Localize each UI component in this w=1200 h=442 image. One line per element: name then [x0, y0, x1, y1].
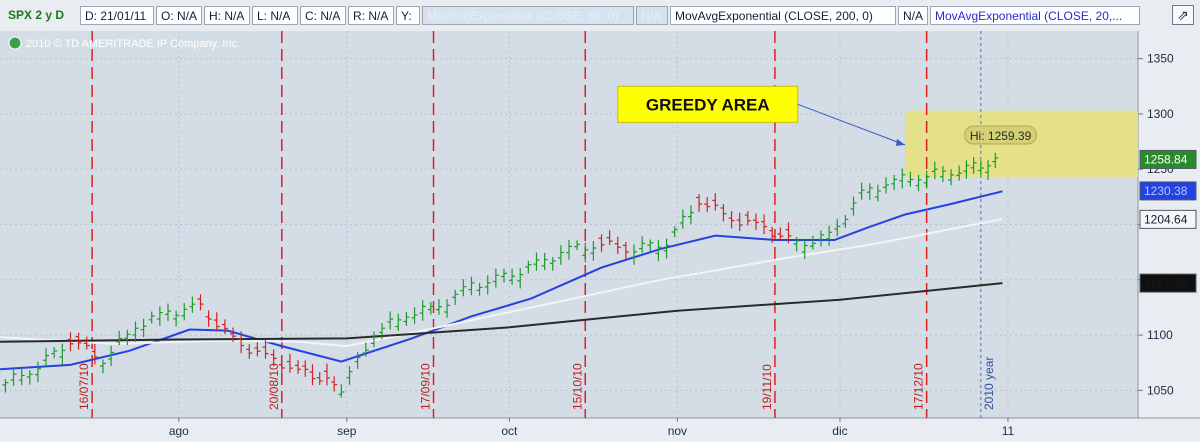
chart-header: SPX 2 y D D: 21/01/11 O: N/A H: N/A L: N… [0, 0, 1200, 32]
symbol-label[interactable]: SPX 2 y D [4, 6, 78, 25]
ema50-line [0, 218, 1003, 348]
ema200-badge [1139, 273, 1197, 293]
annotations: GREEDY AREA Hi: 1259.39 [617, 85, 1038, 146]
ema50-badge-text: 1204.64 [1144, 212, 1188, 226]
ema20-badge [1139, 181, 1197, 201]
study-ema20-label[interactable]: MovAvgExponential (CLOSE, 20,... [930, 6, 1140, 25]
x-axis-panel [0, 418, 1200, 442]
ema200-badge-text: 1147.00 [1144, 276, 1187, 290]
low-field: L: N/A [252, 6, 298, 25]
plot-area [0, 31, 1138, 418]
y-field: Y: [396, 6, 420, 25]
x-tick-label: dic [832, 424, 847, 438]
y-tick-label: 1100 [1147, 328, 1173, 342]
td-logo-icon [8, 36, 22, 50]
copyright-row: 2010 © TD AMERITRADE IP Company, Inc. [8, 36, 240, 50]
line-chart-icon[interactable]: ⇗ [1172, 5, 1194, 25]
last-price-badge-text: 1258.84 [1144, 152, 1188, 166]
price-chart: 16/07/10 20/08/10 17/09/10 15/10/10 19/11/10… [0, 31, 1200, 442]
x-tick-label: oct [501, 424, 518, 438]
study-ema200-value: N/A [898, 6, 928, 25]
high-field: H: N/A [204, 6, 250, 25]
copyright-text: 2010 © TD AMERITRADE IP Company, Inc. [26, 38, 240, 50]
greedy-arrow [797, 103, 906, 146]
moving-averages [0, 190, 1003, 371]
event-date-label: 19/11/10 [760, 364, 774, 410]
open-field: O: N/A [156, 6, 202, 25]
ema200-line [0, 282, 1003, 343]
study-ema200-label[interactable]: MovAvgExponential (CLOSE, 200, 0) [670, 6, 896, 25]
hi-label: Hi: 1259.39 [970, 129, 1032, 143]
y-tick-label: 1350 [1147, 52, 1174, 66]
study-ema50-label[interactable]: MovAvgExponential (CLOSE, 50, 0) [422, 6, 634, 25]
study-ema50-value: N/A [636, 6, 668, 25]
y-tick-label: 1050 [1147, 383, 1174, 397]
event-date-label: 16/07/10 [77, 363, 91, 410]
greedy-area-label: GREEDY AREA [646, 95, 770, 114]
x-tick-label: nov [668, 424, 687, 438]
greedy-area-box [617, 85, 799, 123]
ema20-line [0, 190, 1003, 371]
event-lines: 16/07/10 20/08/10 17/09/10 15/10/10 19/11/10… [77, 31, 996, 418]
price-badges: 1258.84 1230.38 1204.64 1147.00 [1139, 149, 1197, 293]
x-tick-label: ago [169, 424, 189, 438]
ema50-badge [1139, 209, 1197, 229]
event-date-label: 17/12/10 [912, 363, 926, 410]
event-date-label: 17/09/10 [419, 363, 433, 410]
range-field: R: N/A [348, 6, 394, 25]
event-date-label: 15/10/10 [570, 363, 584, 410]
ema20-badge-text: 1230.38 [1144, 184, 1188, 198]
greedy-arrow-head [895, 138, 905, 146]
close-field: C: N/A [300, 6, 346, 25]
price-bars [2, 152, 999, 398]
last-price-badge [1139, 149, 1197, 169]
event-date-label: 20/08/10 [267, 363, 281, 410]
date-field: D: 21/01/11 [80, 6, 154, 25]
year-marker-label: 2010 year [982, 357, 996, 410]
y-tick-label: 1300 [1147, 107, 1174, 121]
x-tick-label: 11 [1002, 424, 1015, 438]
x-tick-label: sep [337, 424, 357, 438]
hi-label-bubble [964, 125, 1038, 145]
